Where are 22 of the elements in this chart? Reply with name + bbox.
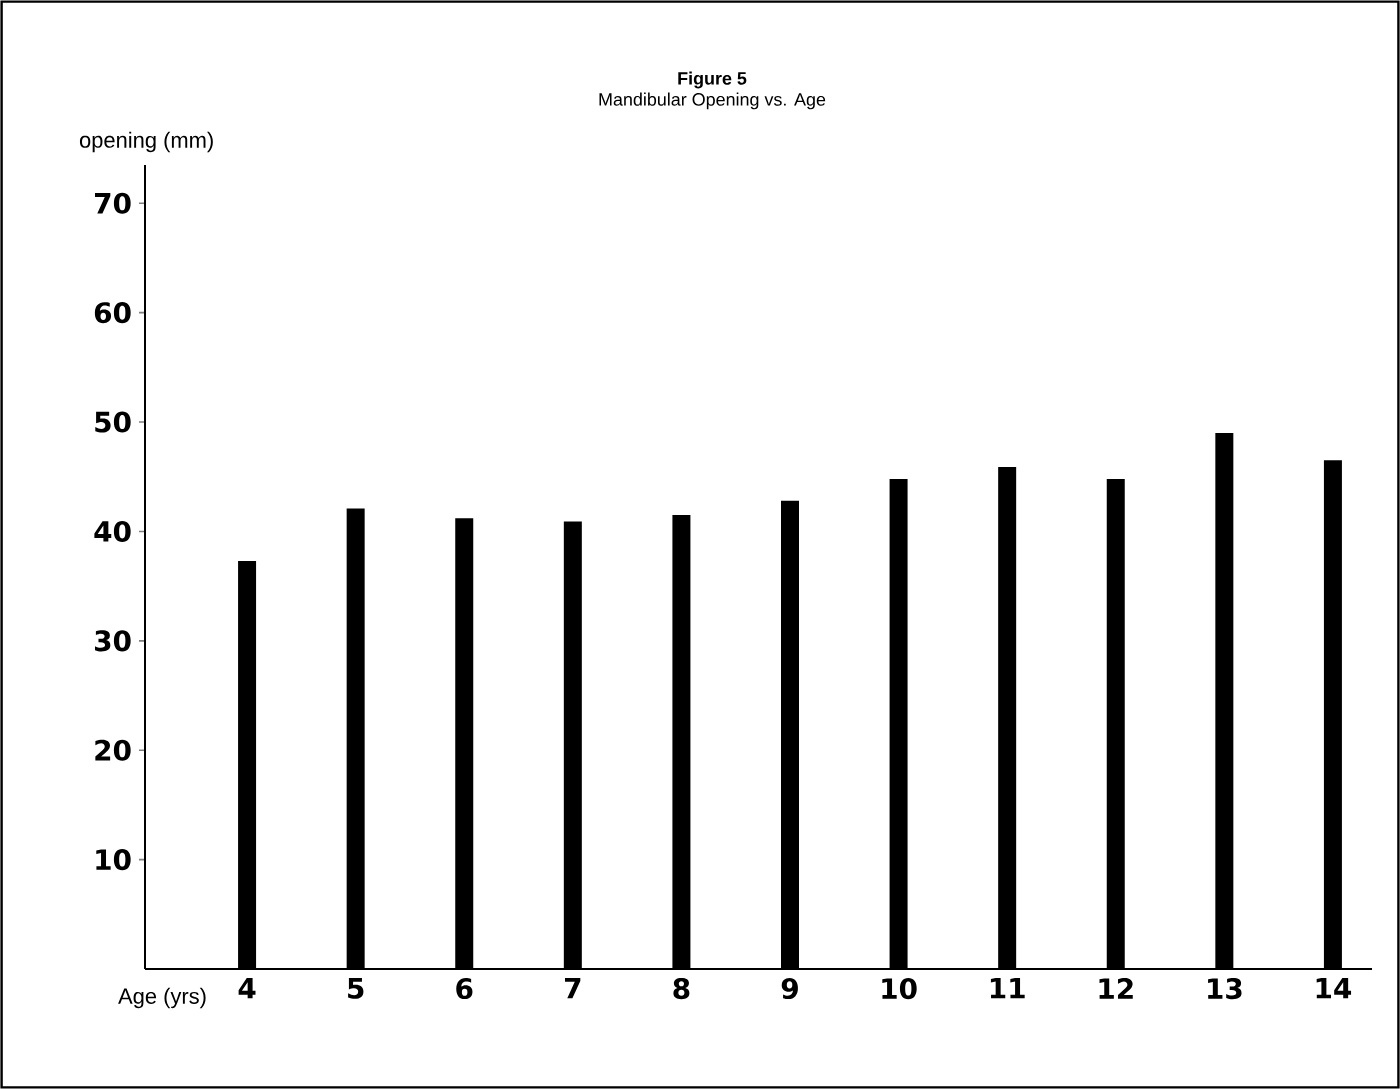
x-tick-label: 5 <box>348 978 364 999</box>
x-tick-label: 13 <box>1208 978 1242 1000</box>
x-tick-label: 8 <box>673 978 690 1000</box>
x-tick-label: 12 <box>1099 978 1133 999</box>
y-axis-title: opening (mm) <box>79 131 213 153</box>
y-tick-label: 40 <box>94 520 131 543</box>
y-tick-label: 10 <box>96 849 131 871</box>
x-tick-label: 7 <box>565 978 581 999</box>
chart-subtitle: Mandibular Opening vs. Age <box>599 92 826 110</box>
x-tick-label: 14 <box>1316 978 1352 999</box>
y-tick-label: 50 <box>95 411 131 433</box>
x-tick-label: 10 <box>882 978 917 1000</box>
y-tick-label: 20 <box>95 739 131 761</box>
x-tick-label: 6 <box>456 978 473 1000</box>
x-tick-label: 9 <box>781 978 798 1000</box>
y-tick-label: 60 <box>94 302 131 324</box>
x-tick-label: 11 <box>990 978 1025 999</box>
x-tick-label: 4 <box>238 978 256 999</box>
y-tick-label: 70 <box>95 192 131 214</box>
chart-title: Figure 5 <box>678 71 747 89</box>
x-axis-title: Age (yrs) <box>118 987 206 1009</box>
y-tick-label: 30 <box>95 630 131 652</box>
